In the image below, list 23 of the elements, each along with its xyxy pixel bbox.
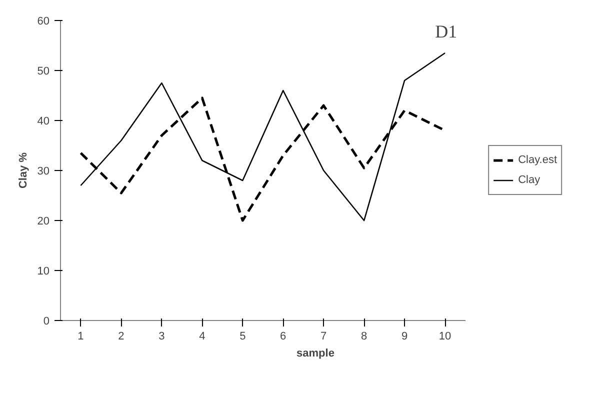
- y-tick-label: 0: [43, 316, 50, 328]
- line-series: [80, 52, 446, 222]
- x-tick-label: 10: [438, 330, 452, 342]
- x-tick-label: 8: [361, 330, 368, 342]
- y-tick-label: 40: [37, 116, 50, 128]
- legend-label: Clay: [518, 174, 540, 186]
- x-tick-label: 9: [401, 330, 408, 342]
- x-tick-label: 5: [240, 330, 246, 342]
- legend-label: Clay.est: [518, 154, 557, 166]
- x-tick-label: 7: [320, 330, 327, 342]
- y-axis-title: Clay %: [17, 152, 30, 189]
- y-tick-label: 50: [37, 66, 50, 78]
- y-tick-label: 20: [37, 216, 50, 228]
- x-tick-label: 6: [280, 330, 286, 342]
- y-tick-label: 10: [37, 266, 50, 278]
- annotation: D1: [435, 22, 458, 42]
- y-tick-label: 60: [37, 16, 50, 28]
- x-axis-title: sample: [296, 348, 334, 360]
- x-tick-label: 2: [118, 330, 124, 342]
- x-tick-label: 1: [78, 330, 84, 342]
- x-tick-label: 4: [199, 330, 206, 342]
- y-tick-label: 30: [37, 166, 50, 178]
- x-tick-label: 3: [158, 330, 165, 342]
